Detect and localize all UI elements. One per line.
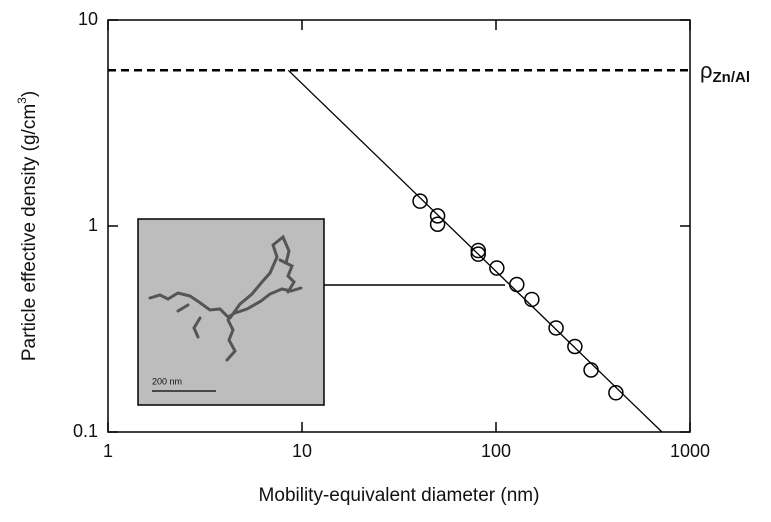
x-tick-label: 10	[292, 441, 312, 461]
y-tick-label: 10	[78, 9, 98, 29]
fit-line	[287, 69, 663, 433]
data-point	[509, 276, 525, 293]
data-point	[583, 362, 599, 378]
data-point	[567, 338, 583, 355]
y-axis-label-main: Particle effective density (g/cm	[19, 104, 40, 361]
data-point	[489, 260, 505, 276]
data-point	[429, 216, 446, 232]
y-axis-label-sup: 3	[15, 97, 29, 104]
y-axis-label-end: )	[19, 91, 40, 97]
data-point	[524, 291, 540, 308]
inset-particle	[148, 234, 303, 362]
x-axis-label: Mobility-equivalent diameter (nm)	[259, 485, 540, 506]
y-tick-label: 1	[88, 215, 98, 235]
reference-subscript: Zn/Al	[713, 69, 751, 86]
data-point	[608, 385, 624, 401]
inset-frame	[137, 218, 325, 406]
data-point	[470, 246, 486, 262]
y-tick-label: 0.1	[73, 421, 98, 441]
data-point	[548, 320, 564, 336]
x-tick-label: 100	[481, 441, 511, 461]
reference-symbol: ρ	[700, 58, 713, 83]
y-axis-label: Particle effective density (g/cm3)	[15, 91, 40, 361]
reference-label: ρZn/Al	[700, 58, 750, 86]
scale-bar-label: 200 nm	[152, 376, 182, 386]
x-tick-label: 1	[103, 441, 113, 461]
data-point	[470, 242, 486, 259]
inset: 200 nm	[107, 19, 691, 433]
data-point	[412, 193, 428, 209]
data-point	[429, 208, 446, 224]
x-tick-label: 1000	[670, 441, 710, 461]
